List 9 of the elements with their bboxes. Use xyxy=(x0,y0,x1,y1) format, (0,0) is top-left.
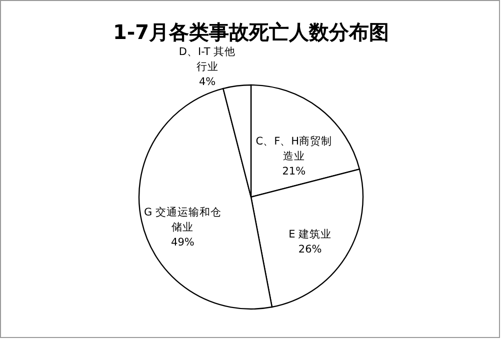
data-label: 49% xyxy=(171,236,194,248)
data-label: 21% xyxy=(282,166,306,178)
slice-label: D、I-T 其他行业 xyxy=(178,45,236,74)
slice-label: E 建筑业 xyxy=(288,228,332,241)
data-label: 26% xyxy=(298,244,322,256)
slice-label: C、F、H商贸制造业 xyxy=(256,134,332,163)
data-label: 4% xyxy=(198,76,216,88)
chart-title: 1-7月各类事故死亡人数分布图 xyxy=(112,20,390,44)
slice-label: G 交通运输和仓储业 xyxy=(144,205,222,234)
